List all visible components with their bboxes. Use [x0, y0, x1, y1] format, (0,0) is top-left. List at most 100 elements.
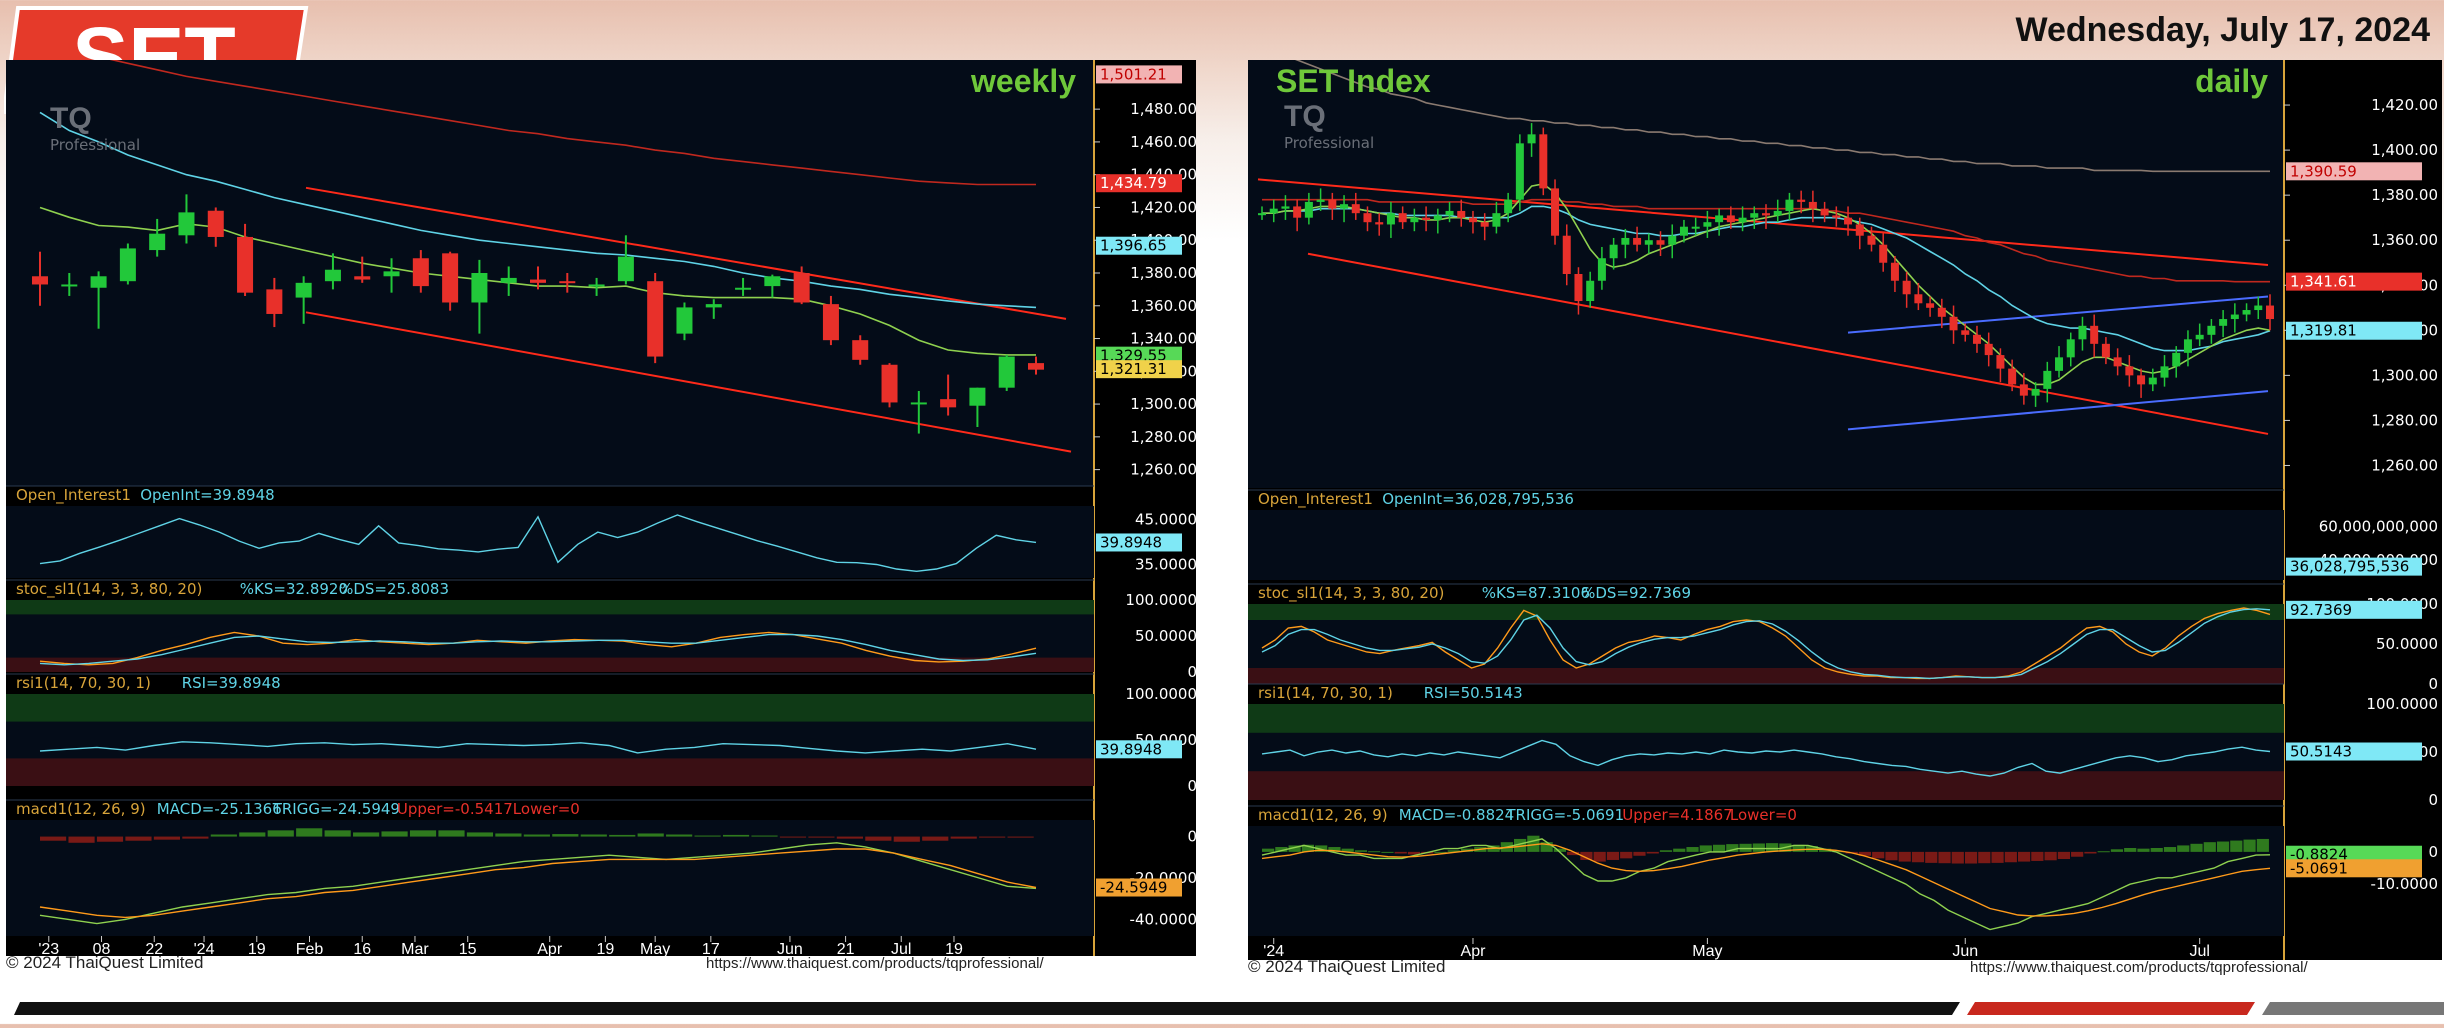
lower-channel-line	[305, 311, 1072, 453]
candle-body	[881, 364, 898, 403]
macd-histogram-bar	[1872, 851, 1885, 859]
indicator-series-line	[39, 741, 1037, 754]
indicator-y-tick: 0	[1187, 663, 1196, 681]
macd-histogram-bar	[125, 836, 152, 841]
indicator-value2-text: TRIGG=-24.5949	[272, 800, 400, 818]
candle-body	[383, 271, 400, 277]
indicator-y-tick: 100.0000	[1125, 685, 1196, 703]
candle-body	[1644, 240, 1653, 245]
candle-body	[1867, 235, 1876, 245]
y-tick-label: 1,360.00	[1130, 297, 1196, 315]
macd-histogram-bar	[2150, 848, 2163, 852]
candle-body	[1949, 316, 1958, 331]
macd-histogram-bar	[609, 834, 636, 837]
macd-histogram-bar	[1752, 843, 1765, 852]
x-tick-label: 16	[353, 941, 371, 956]
indicator-value-text: OpenInt=36,028,795,536	[1382, 490, 1574, 508]
macd-histogram-bar	[1686, 847, 1699, 852]
candle-body	[1398, 213, 1407, 223]
macd-histogram-bar	[1792, 844, 1805, 852]
candle-body	[500, 277, 517, 283]
macd-histogram-bar	[2163, 847, 2177, 852]
left-source-link[interactable]: https://www.thaiquest.com/products/tqpro…	[706, 955, 1044, 972]
candle-body	[1726, 215, 1735, 223]
indicator-series-line	[1261, 843, 2271, 917]
candle-body	[764, 276, 781, 287]
candle-body	[1433, 215, 1442, 220]
weekly-chart-panel: 1,260.001,280.001,300.001,320.001,340.00…	[6, 60, 1196, 956]
overbought-band	[6, 600, 1094, 615]
watermark-logo: TQ	[50, 102, 92, 135]
bottom-decor-bar	[0, 995, 2444, 1024]
y-tick-label: 1,380.00	[1130, 264, 1196, 282]
indicator-value-text: OpenInt=39.8948	[140, 486, 274, 504]
candle-body	[1422, 217, 1431, 220]
x-tick-label: Apr	[1461, 943, 1487, 960]
candle-body	[2113, 357, 2122, 367]
macd-histogram-bar	[239, 832, 266, 837]
macd-histogram-bar	[922, 836, 949, 841]
price-label-text: 1,434.79	[1100, 174, 1167, 192]
macd-histogram-bar	[2004, 851, 2017, 863]
price-label-box	[1096, 346, 1182, 365]
candle-body	[2066, 339, 2075, 358]
x-tick-label: Jun	[777, 941, 803, 956]
macd-histogram-bar	[751, 835, 778, 837]
watermark-subtitle: Professional	[1284, 134, 1374, 152]
candle-body	[1762, 213, 1770, 216]
y-tick-label: 1,300.00	[1130, 395, 1196, 413]
oversold-band	[6, 657, 1094, 672]
candle-body	[2043, 370, 2052, 389]
indicator-value-badge	[2286, 742, 2422, 761]
indicator-y-tick: 60,000,000,000	[2319, 518, 2438, 536]
y-tick-label: 1,460.00	[1130, 133, 1196, 151]
macd-histogram-bar	[1354, 850, 1368, 852]
macd-histogram-bar	[2137, 848, 2150, 852]
indicator-value-badge	[2286, 845, 2422, 864]
indicator-value-badge-text: 36,028,795,536	[2290, 558, 2409, 576]
macd-histogram-bar	[2177, 845, 2190, 852]
x-tick-label: 15	[459, 941, 477, 956]
candle-body	[266, 289, 283, 314]
macd-histogram-bar	[466, 832, 494, 837]
candle-body	[178, 212, 195, 236]
bottom-bar-dark	[14, 1002, 1960, 1015]
gray-moving-average-line	[1294, 60, 2270, 173]
macd-histogram-bar	[1593, 851, 1606, 862]
candle-body	[1316, 199, 1325, 202]
x-tick-label: 08	[93, 941, 111, 956]
lower-rising-channel-line	[1847, 390, 2269, 431]
macd-histogram-bar	[1991, 851, 2004, 863]
macd-histogram-bar	[1328, 847, 1341, 852]
macd-histogram-bar	[1938, 851, 1951, 864]
indicator-y-tick: 35.0000	[1135, 556, 1196, 574]
candle-body	[2230, 314, 2239, 320]
price-plot-area	[6, 60, 1094, 486]
x-tick-label: Mar	[401, 941, 429, 956]
macd-histogram-bar	[1262, 848, 1275, 852]
macd-histogram-bar	[153, 836, 181, 840]
macd-histogram-bar	[1394, 851, 1407, 854]
y-tick-label: 1,380.00	[2371, 186, 2438, 204]
overbought-band	[1248, 604, 2284, 620]
indicator-value-badge	[2286, 557, 2422, 576]
candle-body	[647, 281, 664, 357]
macd-histogram-bar	[2243, 839, 2256, 852]
macd-histogram-bar	[2044, 851, 2057, 861]
candle-body	[1902, 280, 1911, 295]
macd-histogram-bar	[580, 834, 607, 837]
candle-body	[1890, 262, 1899, 281]
x-tick-label: Jun	[1952, 943, 1978, 960]
indicator-value-text: %KS=32.8920	[240, 580, 348, 598]
macd-histogram-bar	[1726, 844, 1739, 852]
right-source-link[interactable]: https://www.thaiquest.com/products/tqpro…	[1970, 959, 2308, 976]
indicator-y-tick: -40.0000	[1130, 910, 1196, 928]
candle-body	[2078, 325, 2087, 340]
price-label-box	[2286, 321, 2422, 340]
candle-body	[822, 304, 839, 341]
y-tick-label: 1,420.00	[2371, 96, 2438, 114]
macd-histogram-bar	[722, 834, 750, 837]
macd-histogram-bar	[1633, 851, 1646, 856]
candle-body	[1879, 244, 1888, 263]
candle-body	[2101, 343, 2110, 358]
